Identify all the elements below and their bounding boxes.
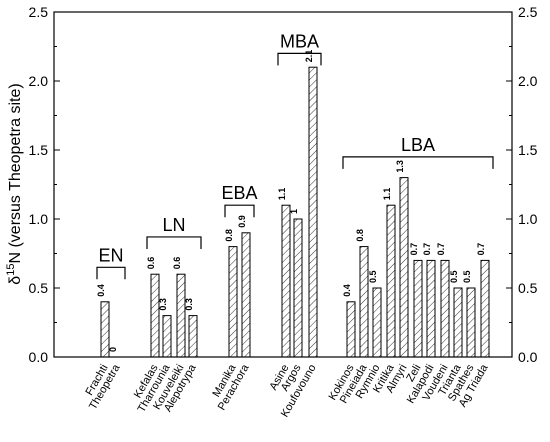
bar bbox=[466, 287, 476, 358]
y-axis-label-prefix: δ bbox=[7, 276, 24, 285]
y-tick-label-left: 1.0 bbox=[29, 211, 49, 227]
bar-value-label: 1 bbox=[289, 209, 299, 214]
bar-value-label: 0.4 bbox=[342, 284, 352, 297]
bar-value-label: 0.7 bbox=[436, 243, 446, 256]
bar bbox=[480, 259, 490, 358]
bar-value-label: 0.5 bbox=[449, 270, 459, 283]
bar bbox=[453, 287, 463, 358]
bar bbox=[413, 259, 423, 358]
bar-value-label: 0 bbox=[108, 347, 118, 352]
y-tick-label-left: 0.5 bbox=[29, 280, 49, 296]
y-axis-label-rest: N (versus Theopetra site) bbox=[7, 83, 24, 263]
bar-value-label: 0.7 bbox=[476, 243, 486, 256]
bar-value-label: 1.1 bbox=[277, 188, 287, 201]
bar bbox=[228, 246, 238, 358]
bar bbox=[162, 315, 172, 358]
bar bbox=[399, 177, 409, 358]
group-label: MBA bbox=[280, 31, 319, 51]
bar-value-label: 0.3 bbox=[158, 298, 168, 311]
bar-value-label: 1.1 bbox=[382, 188, 392, 201]
group-bracket bbox=[96, 266, 126, 280]
bar-value-label: 0.7 bbox=[422, 243, 432, 256]
bars: 0.400.60.30.60.30.80.91.112.10.40.80.51.… bbox=[96, 50, 490, 358]
bar bbox=[281, 204, 291, 358]
group-bracket bbox=[224, 204, 255, 218]
group-label: EN bbox=[98, 245, 123, 265]
bar-value-label: 2.1 bbox=[304, 50, 314, 63]
axis-ticks: 0.0 0.00.5 0.51.0 1.01.5 1.52.0 2.02.5 2.5 bbox=[29, 4, 538, 365]
bar bbox=[150, 273, 160, 358]
bar-value-label: 0.7 bbox=[409, 243, 419, 256]
bar bbox=[372, 287, 382, 358]
y-tick-label-left: 1.5 bbox=[29, 142, 49, 158]
bar-value-label: 0.5 bbox=[462, 270, 472, 283]
bar bbox=[308, 66, 318, 358]
group-label: LBA bbox=[401, 135, 435, 155]
y-axis-label-superscript: 15 bbox=[5, 264, 17, 276]
group-brackets: EN LN EBA MBA LBA bbox=[96, 31, 494, 280]
group-bracket bbox=[342, 156, 494, 169]
bar bbox=[359, 246, 369, 358]
group-label: EBA bbox=[221, 183, 257, 203]
bar bbox=[426, 259, 436, 358]
y-tick-label-right: 2.5 bbox=[518, 4, 538, 20]
bar-value-label: 1.3 bbox=[395, 160, 405, 173]
y-tick-label-left: 0.0 bbox=[29, 349, 49, 365]
bar bbox=[440, 259, 450, 358]
y-axis-label: δ15N (versus Theopetra site) bbox=[5, 83, 24, 284]
bar-value-label: 0.5 bbox=[368, 270, 378, 283]
y-tick-label-right: 1.5 bbox=[518, 142, 538, 158]
y-tick-label-right: 1.0 bbox=[518, 211, 538, 227]
bar bbox=[346, 301, 356, 358]
y-tick-label-left: 2.0 bbox=[29, 73, 49, 89]
bar-value-label: 0.9 bbox=[237, 215, 247, 228]
group-bracket bbox=[146, 236, 202, 249]
y-tick-label-left: 2.5 bbox=[29, 4, 49, 20]
bar-value-label: 0.8 bbox=[355, 229, 365, 242]
y-tick-label-right: 0.5 bbox=[518, 280, 538, 296]
y-tick-label-right: 0.0 bbox=[518, 349, 538, 365]
bar bbox=[386, 204, 396, 358]
bar-value-label: 0.6 bbox=[172, 257, 182, 270]
plot-frame bbox=[53, 11, 513, 358]
group-label: LN bbox=[162, 215, 185, 235]
bar-value-label: 0.8 bbox=[224, 229, 234, 242]
bar-value-label: 0.3 bbox=[184, 298, 194, 311]
group-bracket bbox=[277, 52, 322, 66]
bar bbox=[293, 218, 303, 358]
bar-value-label: 0.6 bbox=[146, 257, 156, 270]
bar bbox=[176, 273, 186, 358]
bar-value-label: 0.4 bbox=[96, 284, 106, 297]
y-tick-label-right: 2.0 bbox=[518, 73, 538, 89]
bar bbox=[241, 232, 251, 358]
bar bbox=[188, 315, 198, 358]
